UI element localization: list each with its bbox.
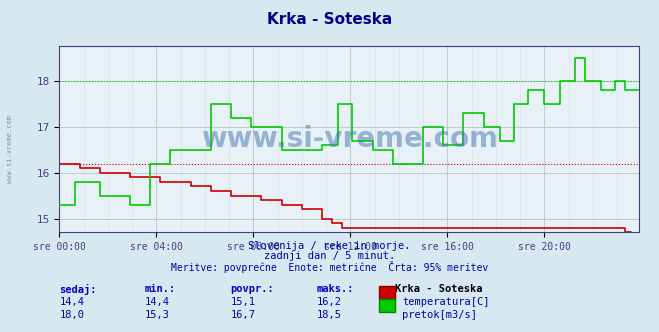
Text: www.si-vreme.com: www.si-vreme.com [201,125,498,153]
Text: min.:: min.: [145,284,176,294]
Text: zadnji dan / 5 minut.: zadnji dan / 5 minut. [264,251,395,261]
Text: 16,2: 16,2 [316,297,341,307]
Text: sedaj:: sedaj: [59,284,97,295]
Text: 14,4: 14,4 [59,297,84,307]
Text: 15,1: 15,1 [231,297,256,307]
Text: 14,4: 14,4 [145,297,170,307]
Text: www.si-vreme.com: www.si-vreme.com [7,116,13,183]
Text: Krka - Soteska: Krka - Soteska [267,12,392,27]
Text: temperatura[C]: temperatura[C] [402,297,490,307]
Text: 15,3: 15,3 [145,310,170,320]
Text: maks.:: maks.: [316,284,354,294]
Text: povpr.:: povpr.: [231,284,274,294]
Text: 18,5: 18,5 [316,310,341,320]
Text: Krka - Soteska: Krka - Soteska [395,284,483,294]
Text: 18,0: 18,0 [59,310,84,320]
Text: 16,7: 16,7 [231,310,256,320]
Text: pretok[m3/s]: pretok[m3/s] [402,310,477,320]
Text: Slovenija / reke in morje.: Slovenija / reke in morje. [248,241,411,251]
Text: Meritve: povprečne  Enote: metrične  Črta: 95% meritev: Meritve: povprečne Enote: metrične Črta:… [171,261,488,273]
